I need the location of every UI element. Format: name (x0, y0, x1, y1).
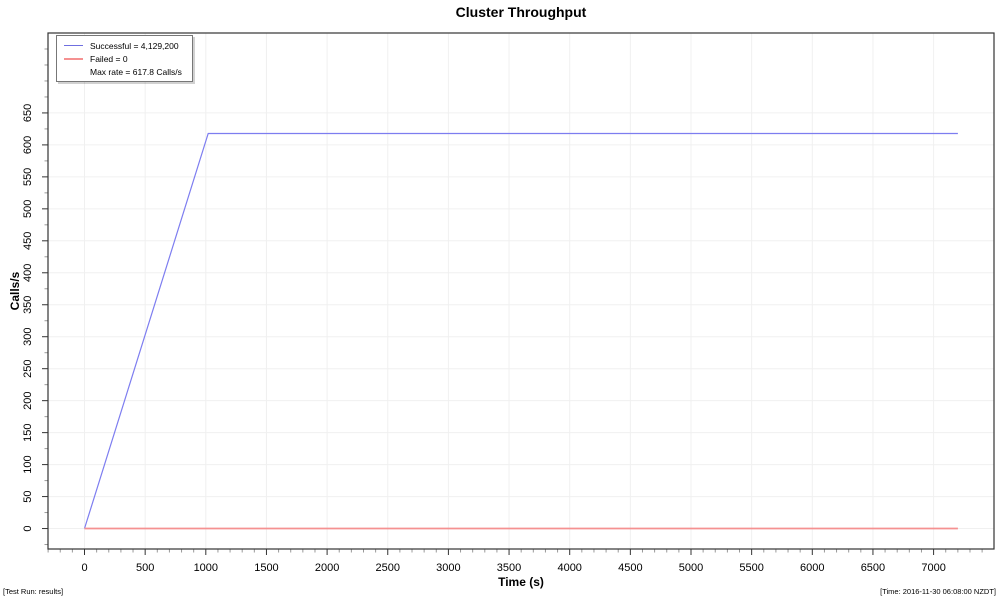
y-tick-label: 550 (22, 168, 34, 186)
chart-title: Cluster Throughput (455, 4, 587, 20)
y-tick-label: 500 (22, 200, 34, 218)
footer-test-run: [Test Run: results] (3, 587, 64, 596)
x-tick-label: 1500 (254, 562, 278, 574)
x-tick-label: 5000 (679, 562, 703, 574)
x-tick-label: 500 (136, 562, 154, 574)
y-tick-label: 300 (22, 328, 34, 346)
y-axis-title: Calls/s (8, 271, 22, 311)
x-tick-label: 5500 (739, 562, 763, 574)
y-tick-label: 50 (22, 490, 34, 502)
legend-item-failed: Failed = 0 (57, 52, 192, 65)
x-tick-label: 0 (81, 562, 87, 574)
legend-item-successful: Successful = 4,129,200 (57, 39, 192, 52)
legend: Successful = 4,129,200 Failed = 0 Max ra… (56, 35, 193, 82)
plot-box (47, 32, 995, 550)
y-tick-label: 100 (22, 455, 34, 473)
legend-label-failed: Failed = 0 (90, 53, 128, 64)
y-tick-label: 200 (22, 391, 34, 409)
x-tick-label: 7000 (921, 562, 945, 574)
x-tick-label: 6500 (861, 562, 885, 574)
legend-label-max-rate: Max rate = 617.8 Calls/s (90, 66, 182, 77)
y-tick-label: 600 (22, 136, 34, 154)
x-tick-label: 6000 (800, 562, 824, 574)
x-tick-label: 1000 (194, 562, 218, 574)
x-tick-label: 2000 (315, 562, 339, 574)
series-line-successful (83, 132, 958, 529)
y-tick-label: 450 (22, 232, 34, 250)
y-tick-label: 0 (22, 525, 34, 531)
y-tick-label: 400 (22, 264, 34, 282)
legend-item-max-rate: Max rate = 617.8 Calls/s (57, 65, 192, 78)
legend-label-successful: Successful = 4,129,200 (90, 40, 179, 51)
y-tick-label: 250 (22, 360, 34, 378)
y-tick-label: 350 (22, 296, 34, 314)
x-tick-label: 3500 (497, 562, 521, 574)
legend-line-failed (64, 57, 83, 60)
x-axis-title: Time (s) (498, 575, 544, 589)
y-tick-label: 650 (22, 104, 34, 122)
x-tick-label: 2500 (376, 562, 400, 574)
footer-timestamp: [Time: 2016-11-30 06:08:00 NZDT] (880, 587, 996, 596)
x-tick-label: 4500 (618, 562, 642, 574)
y-tick-label: 150 (22, 423, 34, 441)
x-tick-label: 3000 (436, 562, 460, 574)
x-tick-label: 4000 (557, 562, 581, 574)
legend-line-successful (64, 45, 83, 46)
